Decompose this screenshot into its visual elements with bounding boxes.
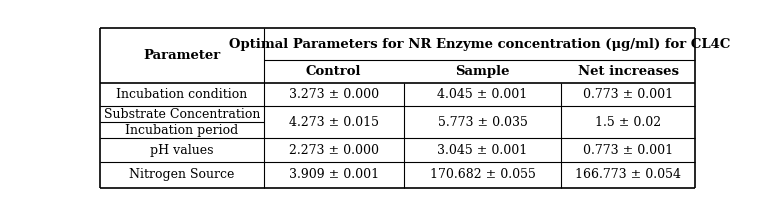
Text: 166.773 ± 0.054: 166.773 ± 0.054: [576, 168, 681, 181]
Text: Substrate Concentration: Substrate Concentration: [104, 108, 260, 121]
Text: 5.773 ± 0.035: 5.773 ± 0.035: [438, 116, 528, 129]
Text: 3.909 ± 0.001: 3.909 ± 0.001: [289, 168, 379, 181]
Text: 3.045 ± 0.001: 3.045 ± 0.001: [438, 144, 528, 156]
Text: Sample: Sample: [456, 65, 510, 78]
Text: Incubation period: Incubation period: [125, 124, 238, 137]
Text: Optimal Parameters for NR Enzyme concentration (μg/ml) for CL4C: Optimal Parameters for NR Enzyme concent…: [229, 38, 730, 51]
Text: Nitrogen Source: Nitrogen Source: [129, 168, 234, 181]
Text: 4.273 ± 0.015: 4.273 ± 0.015: [289, 116, 379, 129]
Text: Parameter: Parameter: [144, 49, 220, 62]
Text: 2.273 ± 0.000: 2.273 ± 0.000: [289, 144, 379, 156]
Text: Incubation condition: Incubation condition: [116, 88, 248, 101]
Text: 1.5 ± 0.02: 1.5 ± 0.02: [595, 116, 661, 129]
Text: Control: Control: [306, 65, 362, 78]
Text: 170.682 ± 0.055: 170.682 ± 0.055: [430, 168, 535, 181]
Text: 0.773 ± 0.001: 0.773 ± 0.001: [584, 88, 674, 101]
Text: Net increases: Net increases: [578, 65, 679, 78]
Text: 3.273 ± 0.000: 3.273 ± 0.000: [289, 88, 379, 101]
Text: 4.045 ± 0.001: 4.045 ± 0.001: [438, 88, 528, 101]
Text: 0.773 ± 0.001: 0.773 ± 0.001: [584, 144, 674, 156]
Text: pH values: pH values: [150, 144, 213, 156]
